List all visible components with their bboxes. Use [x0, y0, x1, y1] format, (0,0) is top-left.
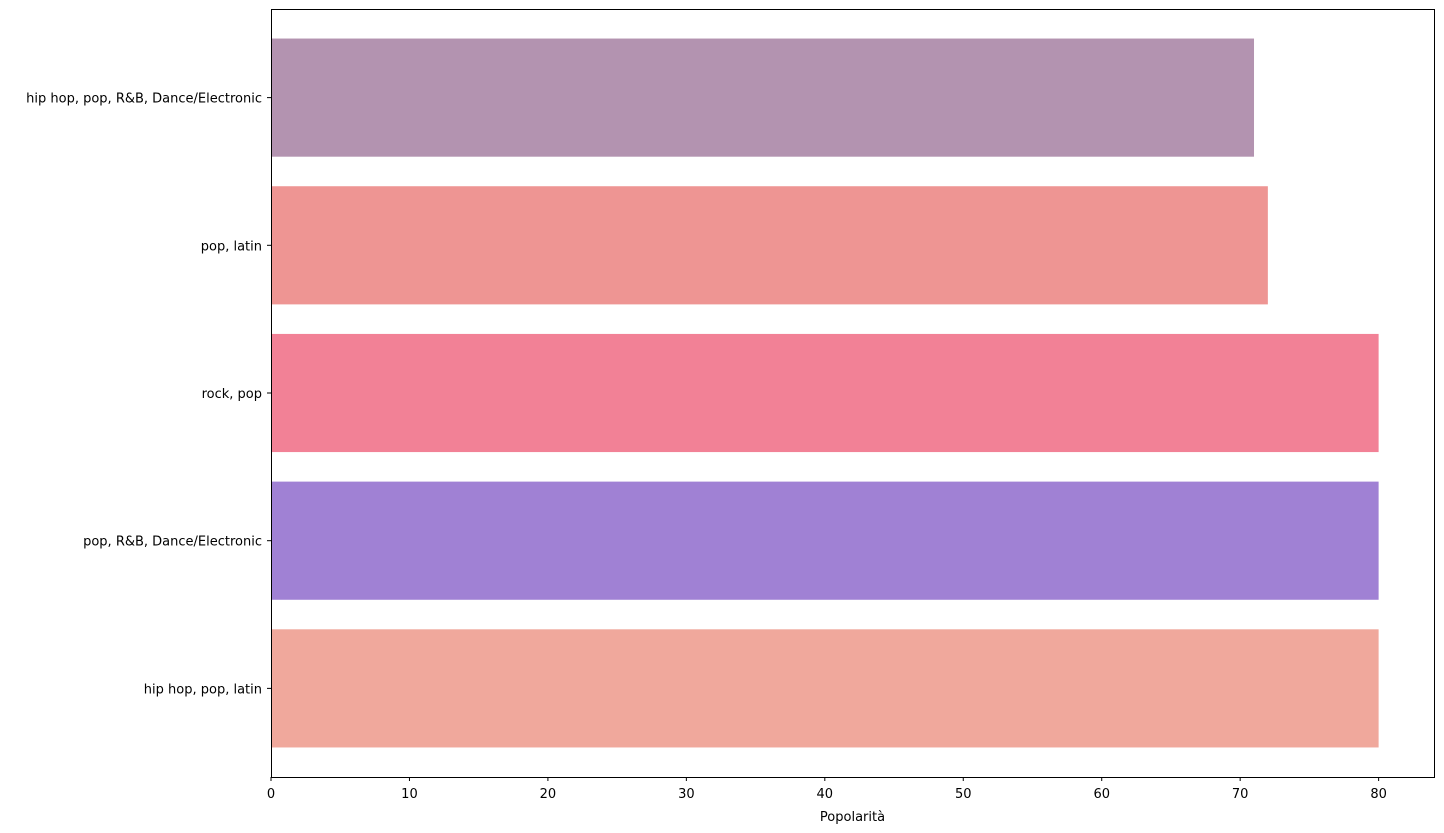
bar	[271, 629, 1379, 748]
plot-frame	[271, 9, 1435, 778]
y-tick-label: rock, pop	[202, 387, 262, 402]
bars-layer	[271, 38, 1379, 748]
x-axis-label: Popolarità	[820, 810, 885, 825]
y-tick-label: hip hop, pop, R&B, Dance/Electronic	[26, 92, 262, 107]
x-tick-label: 70	[1232, 787, 1249, 802]
x-tick-label: 50	[955, 787, 972, 802]
x-tick-label: 40	[817, 787, 834, 802]
x-tick-label: 30	[678, 787, 695, 802]
y-axis-ticks: hip hop, pop, latin pop, R&B, Dance/Elect…	[26, 92, 271, 697]
bar	[271, 333, 1379, 453]
x-tick-label: 80	[1370, 787, 1387, 802]
x-tick-label: 60	[1093, 787, 1110, 802]
y-tick-label: pop, latin	[201, 239, 262, 254]
x-tick-label: 20	[540, 787, 557, 802]
bar	[271, 186, 1268, 305]
bar	[271, 38, 1255, 157]
bar	[271, 481, 1379, 600]
x-tick-label: 10	[401, 787, 418, 802]
y-tick-label: hip hop, pop, latin	[144, 682, 262, 697]
x-axis-ticks: 0 10 20 30 40 50 60 70 80	[267, 777, 1387, 802]
x-tick-label: 0	[267, 787, 275, 802]
y-tick-label: pop, R&B, Dance/Electronic	[83, 535, 262, 550]
